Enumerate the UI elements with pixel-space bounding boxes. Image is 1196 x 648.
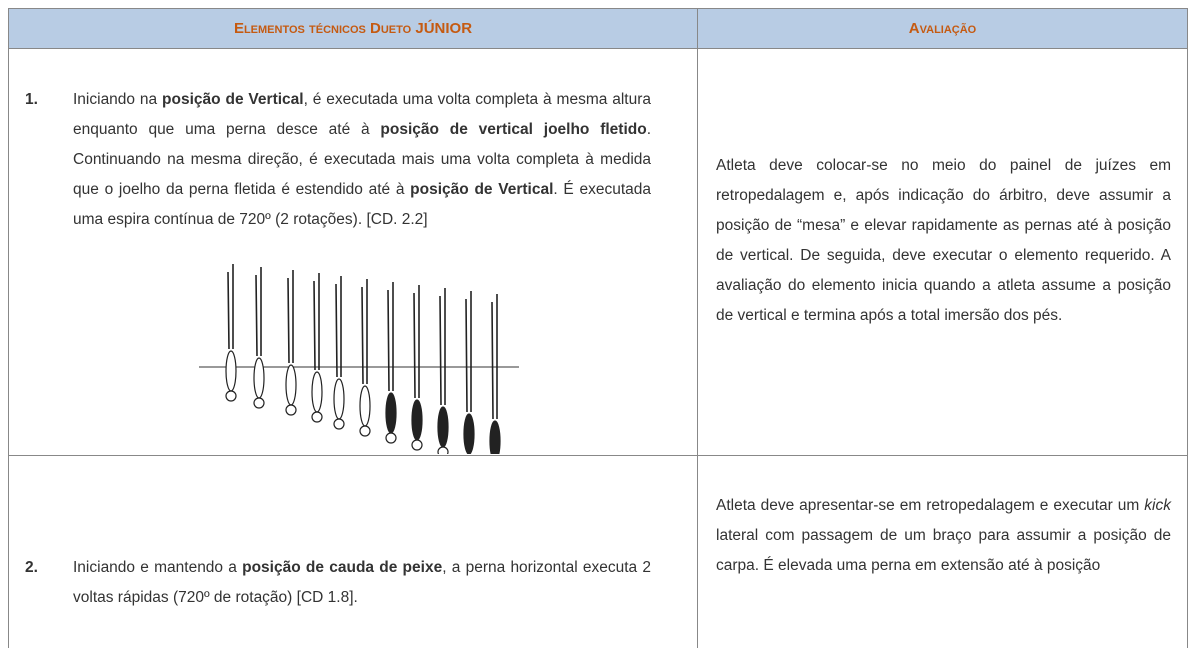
figure-part	[287, 270, 294, 364]
figure-part	[285, 364, 297, 406]
figure-part	[225, 390, 237, 402]
figure-part	[253, 397, 265, 409]
figure-part	[491, 294, 498, 420]
figure-part	[437, 446, 449, 454]
table-cell: 1. Iniciando na posição de Vertical, é e…	[8, 48, 698, 456]
evaluation-text: Atleta deve apresentar-se em retropedala…	[716, 491, 1171, 581]
text-run: kick	[1144, 497, 1171, 514]
figure-part	[359, 385, 371, 427]
text-run: posição de cauda de peixe	[242, 559, 443, 576]
text-run: posição de Vertical	[162, 91, 304, 108]
figure-part	[385, 392, 397, 434]
figure-part	[335, 276, 342, 378]
text-run: , é executada uma volta completa à mesma…	[73, 91, 651, 138]
figure-part	[225, 350, 237, 392]
table-cell: 2. Iniciando e mantendo a posição de cau…	[8, 455, 698, 648]
text-run: . É executada uma espira contínua de 720…	[73, 181, 651, 228]
figure-part	[333, 378, 345, 420]
figure-part	[333, 418, 345, 430]
figure-part	[411, 399, 423, 441]
figure-part	[311, 371, 323, 413]
header-cell: Elementos técnicos Dueto JÚNIOR	[8, 8, 698, 49]
figure-part	[385, 432, 397, 444]
text-run: Iniciando na	[73, 91, 163, 108]
element-text: Iniciando e mantendo a posição de cauda …	[73, 553, 651, 613]
figure-part	[253, 357, 265, 399]
text-run: lateral com passagem de um braço para as…	[716, 527, 1171, 574]
figure-part	[413, 285, 420, 399]
figure-part	[361, 279, 368, 385]
item-number: 2.	[25, 559, 38, 576]
figure-part	[255, 267, 262, 357]
figure-part	[359, 425, 371, 437]
figure-part	[465, 291, 472, 413]
text-run: . Continuando na mesma direção, é execut…	[73, 121, 651, 198]
element-text: Iniciando na posição de Vertical, é exec…	[73, 85, 651, 235]
header-text: Elementos técnicos Dueto JÚNIOR	[233, 20, 473, 37]
figure-part	[489, 420, 501, 454]
table-cell: Atleta deve colocar-se no meio do painel…	[697, 48, 1188, 456]
figure-part	[313, 273, 320, 371]
figure-part	[227, 264, 234, 350]
text-run: posição de vertical joelho fletido	[380, 121, 647, 138]
item-number: 1.	[25, 91, 38, 108]
figure-part	[437, 406, 449, 448]
evaluation-text: Atleta deve colocar-se no meio do painel…	[716, 151, 1171, 331]
text-run: Iniciando e mantendo a	[73, 559, 243, 576]
figure-part	[411, 439, 423, 451]
figure-part	[311, 411, 323, 423]
figure-part	[463, 413, 475, 454]
header-cell: Avaliação	[697, 8, 1188, 49]
figure-part	[439, 288, 446, 406]
figure-part	[285, 404, 297, 416]
text-run: Atleta deve colocar-se no meio do painel…	[716, 157, 1171, 324]
figure-part	[387, 282, 394, 392]
text-run: , a perna horizontal executa 2 voltas rá…	[73, 559, 651, 606]
swimmer-illustration	[199, 264, 519, 454]
text-run: Atleta deve apresentar-se em retropedala…	[716, 497, 1145, 514]
text-run: posição de Vertical	[410, 181, 554, 198]
table-cell: Atleta deve apresentar-se em retropedala…	[697, 455, 1188, 648]
header-text: Avaliação	[908, 20, 977, 37]
